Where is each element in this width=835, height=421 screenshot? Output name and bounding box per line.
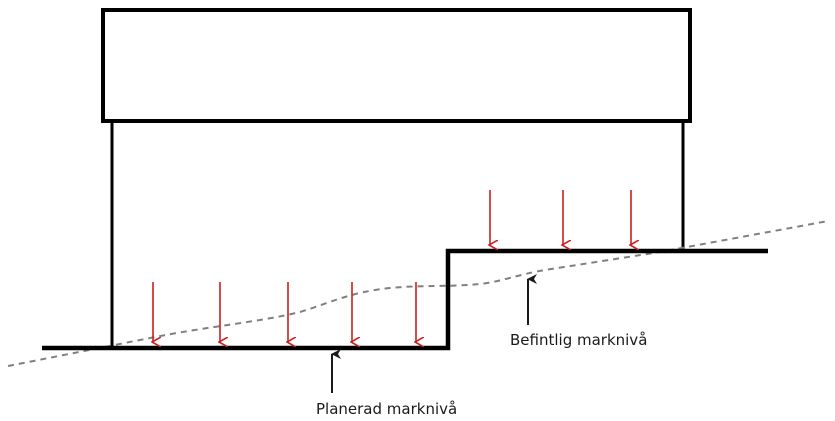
existing-ground-label: Befintlig marknivå bbox=[510, 331, 647, 349]
load-arrows-lower bbox=[153, 282, 416, 342]
planned-ground-label: Planerad marknivå bbox=[316, 400, 457, 418]
building-upper-box bbox=[101, 8, 692, 123]
planned-ground-line bbox=[42, 248, 768, 351]
load-arrows-upper bbox=[490, 190, 631, 245]
existing-ground-line bbox=[7, 220, 829, 367]
